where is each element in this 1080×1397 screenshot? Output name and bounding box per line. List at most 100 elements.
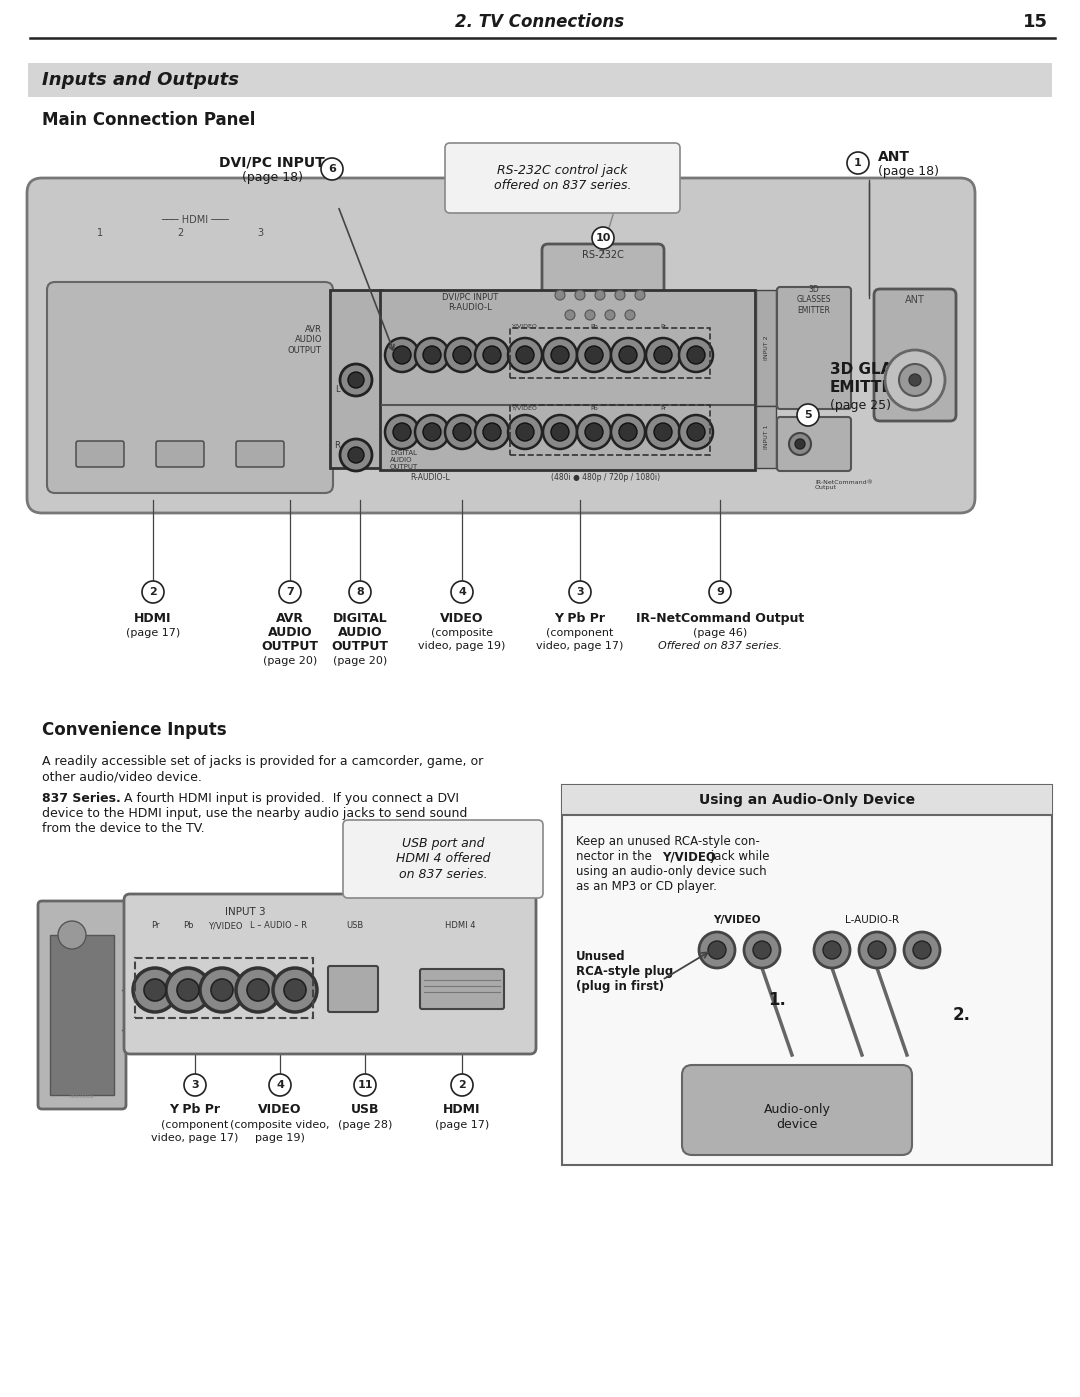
Circle shape <box>577 338 611 372</box>
Text: 15: 15 <box>1023 13 1048 31</box>
Text: 3D GLASSES: 3D GLASSES <box>831 362 935 377</box>
Text: Pb: Pb <box>183 922 193 930</box>
Circle shape <box>475 338 509 372</box>
FancyBboxPatch shape <box>330 291 382 468</box>
Circle shape <box>687 423 705 441</box>
Text: OUTPUT: OUTPUT <box>261 640 319 652</box>
Text: IR–NetCommand Output: IR–NetCommand Output <box>636 612 805 624</box>
Text: Y/VIDEO: Y/VIDEO <box>512 324 538 328</box>
Text: A readily accessible set of jacks is provided for a camcorder, game, or: A readily accessible set of jacks is pro… <box>42 754 483 768</box>
Circle shape <box>646 338 680 372</box>
Bar <box>562 785 1052 814</box>
Circle shape <box>516 423 534 441</box>
Text: HDMI: HDMI <box>443 1104 481 1116</box>
Text: (480i ● 480p / 720p / 1080i): (480i ● 480p / 720p / 1080i) <box>552 474 661 482</box>
Circle shape <box>445 415 480 448</box>
Circle shape <box>354 1074 376 1097</box>
Text: Keep an unused RCA-style con-: Keep an unused RCA-style con- <box>576 835 760 848</box>
Circle shape <box>451 581 473 604</box>
Circle shape <box>415 338 449 372</box>
FancyBboxPatch shape <box>328 965 378 1011</box>
Circle shape <box>177 979 199 1002</box>
Text: (page 46): (page 46) <box>693 629 747 638</box>
Circle shape <box>909 374 921 386</box>
Circle shape <box>615 291 625 300</box>
Text: (plug in first): (plug in first) <box>576 981 664 993</box>
Text: 3: 3 <box>257 228 264 237</box>
Circle shape <box>555 291 565 300</box>
FancyBboxPatch shape <box>445 142 680 212</box>
Text: RS-232C: RS-232C <box>582 250 624 260</box>
Text: 9: 9 <box>716 587 724 597</box>
Text: Inputs and Outputs: Inputs and Outputs <box>42 71 239 89</box>
Text: INPUT 3: INPUT 3 <box>225 907 266 916</box>
FancyBboxPatch shape <box>48 282 333 493</box>
Circle shape <box>393 423 411 441</box>
Text: AUDIO: AUDIO <box>268 626 312 638</box>
Text: Y/VIDEO: Y/VIDEO <box>207 922 242 930</box>
Circle shape <box>453 346 471 365</box>
Text: device: device <box>777 1119 818 1132</box>
Text: INPUT 1: INPUT 1 <box>764 425 769 450</box>
Circle shape <box>899 365 931 395</box>
Text: (page 20): (page 20) <box>262 657 318 666</box>
Circle shape <box>453 423 471 441</box>
Text: AVR: AVR <box>276 612 303 624</box>
Text: 3D
GLASSES
EMITTER: 3D GLASSES EMITTER <box>797 285 832 314</box>
Circle shape <box>753 942 771 958</box>
Text: OUTPUT: OUTPUT <box>332 640 389 652</box>
Circle shape <box>569 581 591 604</box>
Circle shape <box>445 338 480 372</box>
Text: HDMI: HDMI <box>134 612 172 624</box>
Text: INPUT 2: INPUT 2 <box>764 335 769 360</box>
Circle shape <box>635 291 645 300</box>
Text: L – AUDIO – R: L – AUDIO – R <box>249 922 307 930</box>
Text: 3: 3 <box>191 1080 199 1090</box>
Circle shape <box>166 968 210 1011</box>
Circle shape <box>605 310 615 320</box>
Text: Convenience Inputs: Convenience Inputs <box>42 721 227 739</box>
Text: R: R <box>334 440 340 450</box>
Circle shape <box>508 338 542 372</box>
Circle shape <box>679 338 713 372</box>
Bar <box>510 328 710 379</box>
Text: DIGITAL
AUDIO
OUTPUT: DIGITAL AUDIO OUTPUT <box>390 450 418 469</box>
Circle shape <box>237 968 280 1011</box>
Text: jack while: jack while <box>707 849 769 863</box>
FancyBboxPatch shape <box>28 63 1052 96</box>
Circle shape <box>797 404 819 426</box>
Circle shape <box>795 439 805 448</box>
FancyBboxPatch shape <box>27 177 975 513</box>
Text: Pb: Pb <box>590 324 598 328</box>
Text: A fourth HDMI input is provided.  If you connect a DVI: A fourth HDMI input is provided. If you … <box>120 792 459 805</box>
Text: (composite: (composite <box>431 629 492 638</box>
Text: EMITTER: EMITTER <box>831 380 905 395</box>
Circle shape <box>687 346 705 365</box>
Circle shape <box>654 346 672 365</box>
FancyBboxPatch shape <box>420 970 504 1009</box>
Text: IR-NetCommand®
Output: IR-NetCommand® Output <box>815 479 873 490</box>
FancyBboxPatch shape <box>38 901 126 1109</box>
Circle shape <box>592 226 615 249</box>
Circle shape <box>273 968 318 1011</box>
Text: Using an Audio-Only Device: Using an Audio-Only Device <box>699 793 915 807</box>
Circle shape <box>340 365 372 395</box>
Text: (page 18): (page 18) <box>878 165 939 179</box>
Text: 7: 7 <box>286 587 294 597</box>
Text: 3: 3 <box>577 587 584 597</box>
FancyBboxPatch shape <box>562 785 1052 1165</box>
Text: 1: 1 <box>854 158 862 168</box>
Circle shape <box>789 433 811 455</box>
Text: Audio-only: Audio-only <box>764 1104 831 1116</box>
Circle shape <box>565 310 575 320</box>
Circle shape <box>585 346 603 365</box>
Text: 4: 4 <box>458 587 465 597</box>
Circle shape <box>269 1074 291 1097</box>
Text: video, page 17): video, page 17) <box>537 641 623 651</box>
Circle shape <box>133 968 177 1011</box>
Text: Pr: Pr <box>151 922 159 930</box>
Bar <box>135 958 313 1018</box>
Circle shape <box>708 581 731 604</box>
FancyBboxPatch shape <box>542 244 664 337</box>
Text: video, page 17): video, page 17) <box>151 1133 239 1143</box>
